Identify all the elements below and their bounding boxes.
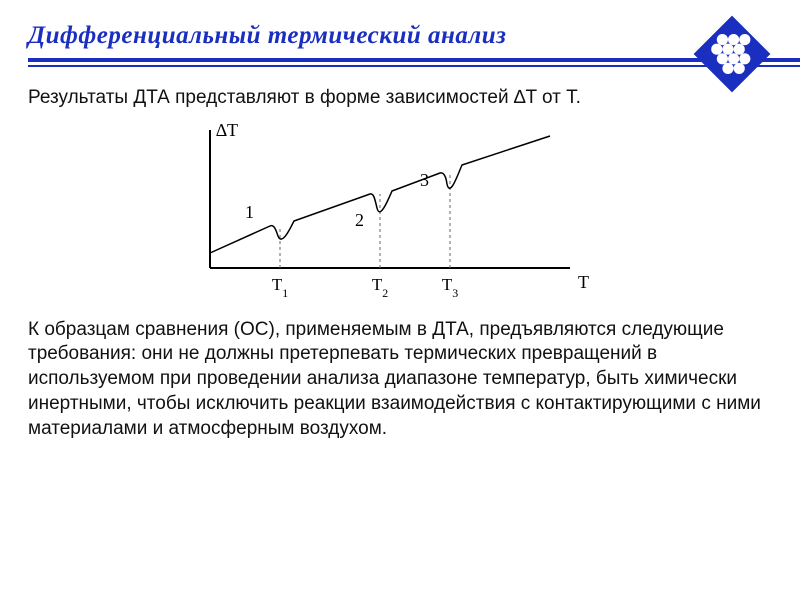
header-divider: [28, 58, 800, 64]
svg-text:∆T: ∆T: [216, 120, 238, 140]
svg-text:3: 3: [420, 170, 429, 190]
svg-text:2: 2: [355, 210, 364, 230]
logo-icon: [692, 14, 772, 94]
intro-text: Результаты ДТА представляют в форме зави…: [28, 86, 772, 110]
svg-text:T1: T1: [272, 275, 288, 300]
svg-text:T: T: [578, 272, 589, 292]
svg-text:1: 1: [245, 202, 254, 222]
outro-text: К образцам сравнения (ОС), применяемым в…: [28, 318, 772, 441]
svg-text:T2: T2: [372, 275, 388, 300]
dta-chart: ∆T T T1 T2 T3 1 2 3: [170, 118, 630, 308]
slide-title: Дифференциальный термический анализ: [28, 22, 800, 50]
svg-text:T3: T3: [442, 275, 458, 300]
